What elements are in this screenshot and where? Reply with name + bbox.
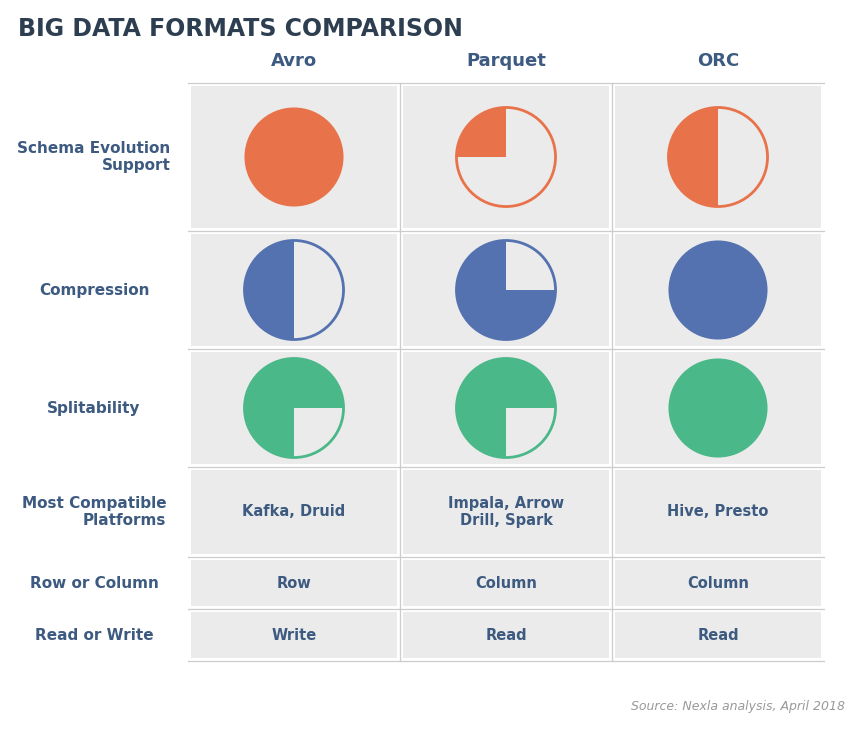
Wedge shape [244, 358, 343, 458]
Text: BIG DATA FORMATS COMPARISON: BIG DATA FORMATS COMPARISON [18, 17, 463, 41]
Wedge shape [244, 240, 294, 339]
Text: Most Compatible
Platforms: Most Compatible Platforms [22, 496, 167, 529]
Text: Read: Read [485, 627, 526, 643]
Bar [615, 612, 821, 658]
Bar [191, 234, 397, 346]
Text: Read or Write: Read or Write [35, 627, 154, 643]
Text: Write: Write [271, 627, 317, 643]
Bar [191, 86, 397, 228]
Wedge shape [669, 240, 767, 339]
Wedge shape [506, 408, 556, 458]
Bar [191, 560, 397, 606]
Bar [403, 86, 609, 228]
Text: Schema Evolution
Support: Schema Evolution Support [17, 141, 171, 173]
Text: Kafka, Druid: Kafka, Druid [243, 504, 345, 520]
Text: Source: Nexla analysis, April 2018: Source: Nexla analysis, April 2018 [631, 700, 845, 713]
Wedge shape [506, 240, 556, 290]
Text: Avro: Avro [271, 52, 317, 70]
Text: Row or Column: Row or Column [29, 575, 159, 591]
Bar [615, 470, 821, 554]
Wedge shape [294, 240, 343, 339]
Text: Column: Column [475, 575, 537, 591]
Bar [191, 352, 397, 464]
Bar [403, 560, 609, 606]
Bar [403, 352, 609, 464]
Text: Splitability: Splitability [47, 401, 141, 415]
Wedge shape [294, 408, 343, 458]
Text: Column: Column [687, 575, 749, 591]
Text: Read: Read [697, 627, 739, 643]
Wedge shape [669, 107, 718, 207]
Bar [615, 352, 821, 464]
Wedge shape [718, 107, 767, 207]
Bar [403, 612, 609, 658]
Wedge shape [457, 240, 556, 339]
Bar [191, 612, 397, 658]
Text: Row: Row [277, 575, 312, 591]
Text: ORC: ORC [697, 52, 739, 70]
Text: Compression: Compression [39, 282, 149, 298]
Bar [191, 470, 397, 554]
Bar [615, 560, 821, 606]
Wedge shape [457, 358, 556, 458]
Bar [403, 470, 609, 554]
Text: Parquet: Parquet [466, 52, 546, 70]
Bar [615, 234, 821, 346]
Wedge shape [457, 107, 556, 207]
Wedge shape [244, 107, 343, 207]
Wedge shape [457, 107, 506, 157]
Text: Hive, Presto: Hive, Presto [667, 504, 769, 520]
Wedge shape [669, 358, 767, 458]
Bar [615, 86, 821, 228]
Text: Impala, Arrow
Drill, Spark: Impala, Arrow Drill, Spark [448, 496, 564, 529]
Bar [403, 234, 609, 346]
